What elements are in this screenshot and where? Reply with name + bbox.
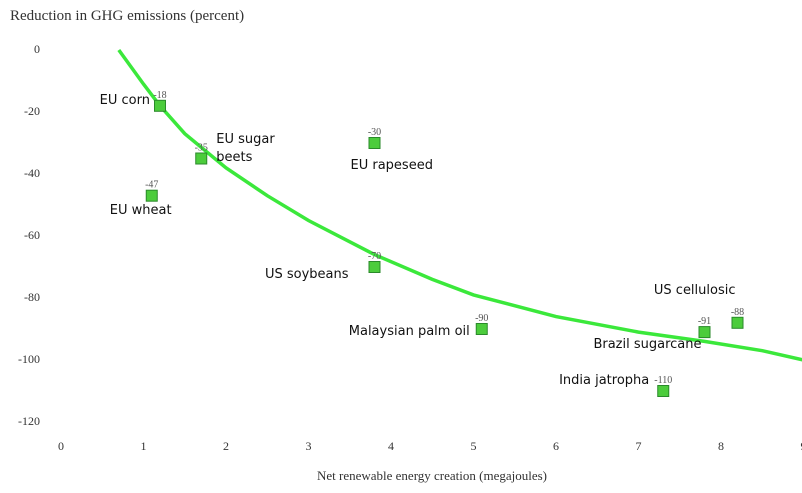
point-marker — [368, 261, 381, 273]
point-marker — [698, 326, 711, 339]
point-label: EU rapeseed — [350, 158, 433, 173]
point-marker — [657, 385, 670, 397]
point-value-label: -88 — [731, 307, 744, 318]
y-tick-label: -100 — [18, 352, 40, 366]
point-label: US soybeans — [264, 267, 349, 282]
point-value-label: -30 — [368, 127, 381, 138]
point-value-label: -91 — [698, 316, 711, 327]
point-value-label: -35 — [195, 143, 208, 154]
x-axis-label: Net renewable energy creation (megajoule… — [317, 468, 547, 483]
chart-title: Reduction in GHG emissions (percent) — [10, 8, 244, 24]
point-label: Malaysian palm oil — [348, 324, 470, 339]
y-tick-label: -20 — [24, 104, 40, 118]
point-marker — [195, 152, 208, 165]
y-tick-label: -60 — [24, 228, 40, 242]
x-tick-label: 8 — [718, 439, 724, 453]
point-value-label: -18 — [153, 90, 166, 101]
y-tick-label: 0 — [34, 42, 40, 56]
point-label: India jatropha — [559, 373, 650, 388]
point-marker — [145, 189, 158, 202]
point-label: US cellulosic — [653, 282, 736, 298]
x-tick-label: 9 — [801, 439, 802, 453]
point-marker — [368, 137, 381, 149]
y-tick-label: -120 — [18, 414, 40, 428]
y-tick-label: -80 — [24, 290, 40, 304]
point-marker — [154, 99, 166, 112]
x-tick-label: 0 — [58, 439, 64, 453]
point-value-label: -47 — [145, 180, 158, 191]
y-tick-label: -40 — [24, 166, 40, 180]
x-tick-label: 3 — [306, 439, 312, 453]
point-label: EU wheat — [109, 202, 172, 218]
trend-line — [117, 48, 802, 362]
x-tick-label: 5 — [471, 439, 477, 453]
x-tick-label: 7 — [636, 439, 642, 453]
x-tick-label: 1 — [141, 439, 147, 453]
point-label: EU corn — [99, 92, 150, 108]
point-value-label: -70 — [368, 251, 381, 262]
point-value-label: -90 — [475, 313, 488, 324]
point-label: EU sugar beets — [216, 131, 275, 165]
point-label: Brazil sugarcane — [593, 337, 702, 353]
point-value-label: -110 — [654, 375, 672, 386]
x-tick-label: 2 — [223, 439, 229, 453]
point-marker — [475, 323, 488, 335]
x-tick-label: 6 — [553, 439, 559, 453]
point-marker — [731, 316, 744, 329]
x-tick-label: 4 — [388, 439, 394, 453]
